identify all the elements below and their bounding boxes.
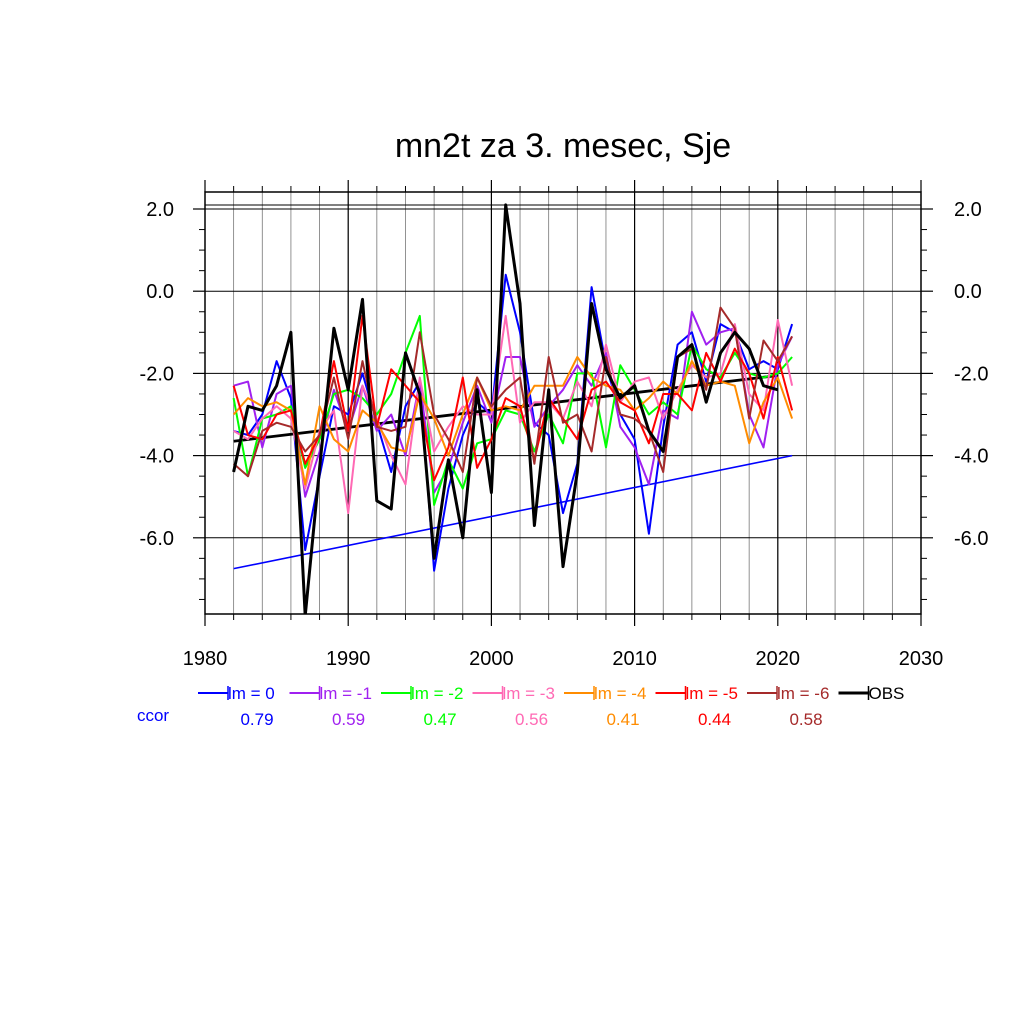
- legend: ccor lm = 0 0.79 lm = -1 0.59 lm = -2 0.47 lm …: [137, 684, 904, 729]
- chart-title: mn2t za 3. mesec, Sje: [395, 127, 731, 165]
- series-line-lm-1: [233, 310, 793, 498]
- ccor-value-lm-1: 0.59: [332, 710, 365, 729]
- ccor-label: ccor: [137, 706, 169, 725]
- trend-line-lm-0: [233, 454, 793, 570]
- legend-label-lm-0: lm = 0: [228, 684, 275, 703]
- y-tick-label-left: 0.0: [146, 281, 174, 303]
- y-tick-label-left: 2.0: [146, 199, 174, 221]
- legend-label-lm-2: lm = -2: [411, 684, 463, 703]
- y-tick-label-left: -2.0: [140, 363, 174, 385]
- x-tick-label: 2030: [899, 648, 944, 670]
- axis-ticks: 1980 1990 2000 2010 2020 2030 2.0 2.0 0.0 0.0 -2.0…: [140, 180, 988, 670]
- ccor-value-lm-3: 0.56: [515, 710, 548, 729]
- x-tick-label: 2000: [469, 648, 514, 670]
- y-tick-label-right: -4.0: [954, 446, 988, 468]
- y-tick-label-right: 2.0: [954, 199, 982, 221]
- ccor-value-lm-5: 0.44: [698, 710, 731, 729]
- y-tick-label-left: -6.0: [140, 528, 174, 550]
- trend-lines: [233, 374, 793, 570]
- series-line-lm-2: [232, 314, 793, 506]
- legend-label-lm-1: lm = -1: [320, 684, 372, 703]
- series-line-obs: [232, 203, 779, 614]
- ccor-value-lm-4: 0.41: [606, 710, 639, 729]
- ccor-value-lm-0: 0.79: [240, 710, 273, 729]
- x-tick-label: 1990: [326, 648, 371, 670]
- legend-label-lm-4: lm = -4: [594, 684, 646, 703]
- x-tick-label: 2020: [756, 648, 801, 670]
- series-lines: [232, 203, 794, 614]
- plot-frame: [204, 191, 922, 615]
- x-tick-label: 1980: [183, 648, 228, 670]
- ccor-value-lm-2: 0.47: [423, 710, 456, 729]
- x-tick-label: 2010: [612, 648, 657, 670]
- legend-label-lm-3: lm = -3: [503, 684, 555, 703]
- y-tick-label-right: -6.0: [954, 528, 988, 550]
- y-tick-label-right: -2.0: [954, 363, 988, 385]
- legend-label-obs: OBS: [869, 684, 905, 703]
- y-tick-label-right: 0.0: [954, 281, 982, 303]
- legend-label-lm-5: lm = -5: [686, 684, 738, 703]
- ccor-value-lm-6: 0.58: [789, 710, 822, 729]
- y-tick-label-left: -4.0: [140, 446, 174, 468]
- grid: [205, 192, 921, 614]
- legend-label-lm-6: lm = -6: [777, 684, 829, 703]
